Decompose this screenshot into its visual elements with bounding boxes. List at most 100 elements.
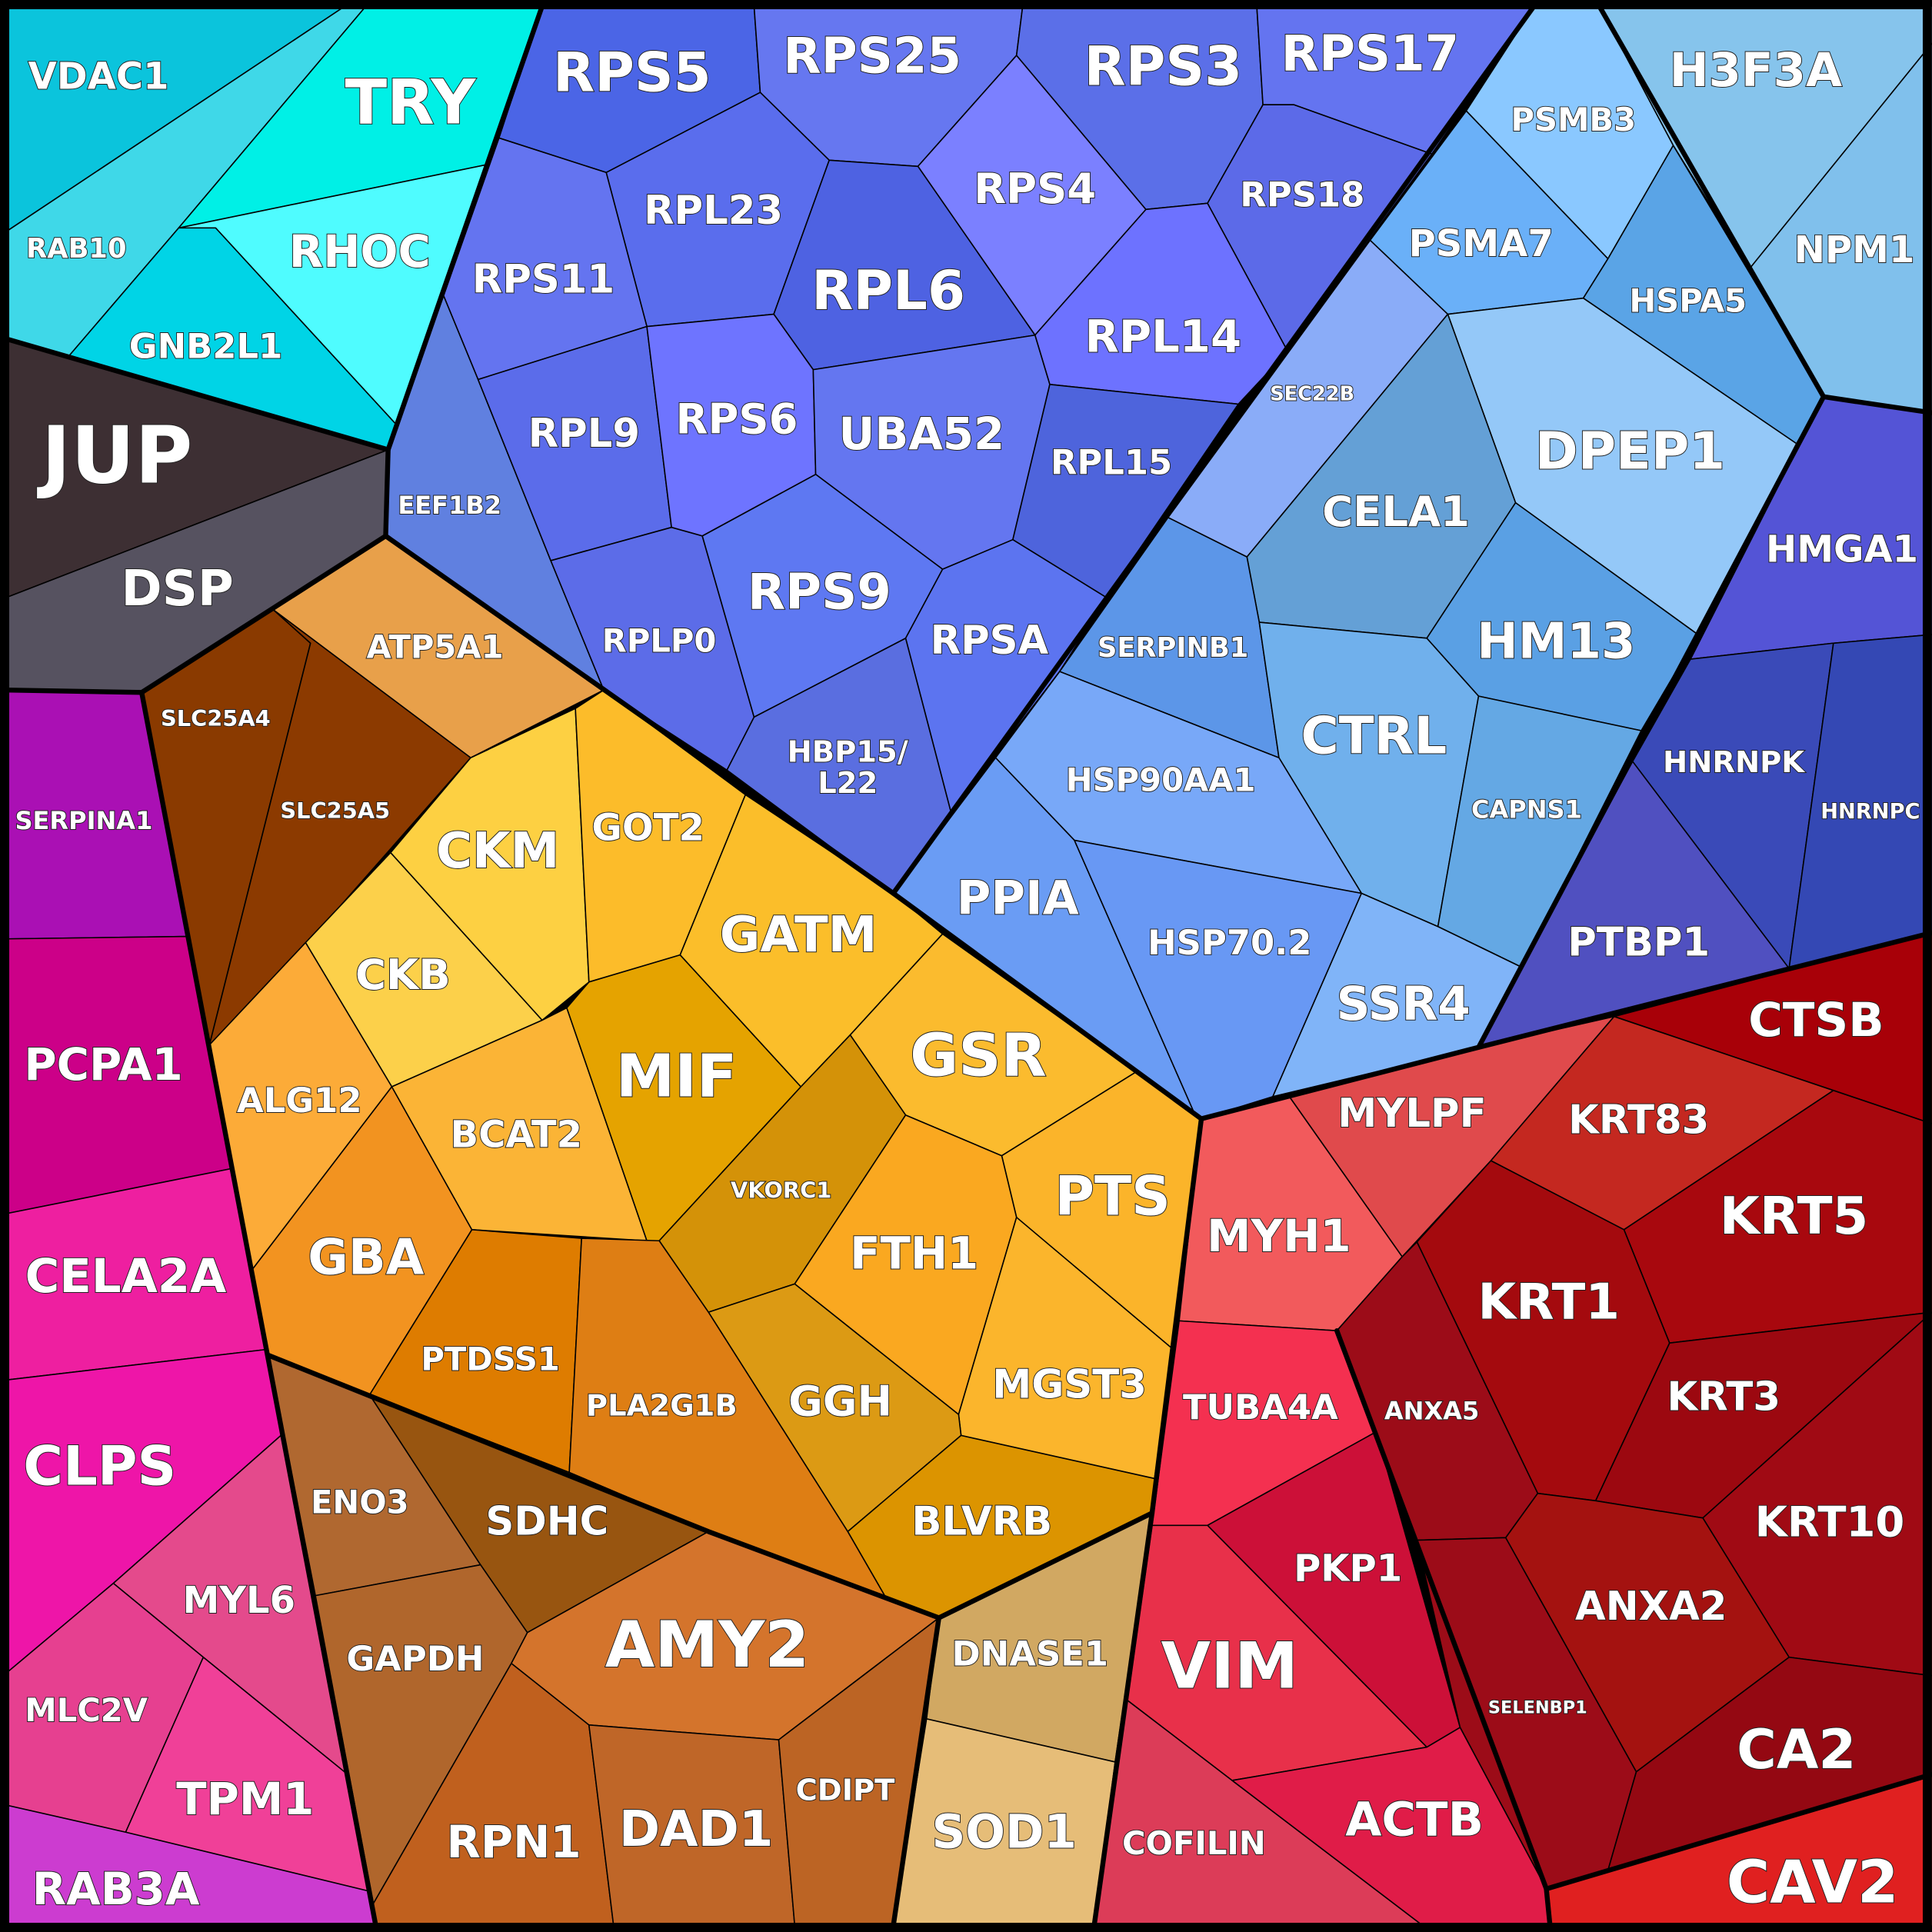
cell-label: UBA52 — [839, 408, 1005, 460]
cell-label: VKORC1 — [731, 1178, 831, 1204]
cell-label: KRT1 — [1478, 1274, 1620, 1331]
cell — [1788, 634, 1932, 970]
cell-label: MYH1 — [1207, 1210, 1351, 1262]
cell-label: HNRNPK — [1663, 745, 1805, 780]
cell-label: DAD1 — [619, 1801, 774, 1858]
cell-label: KRT83 — [1568, 1097, 1709, 1143]
cell-label: HNRNPC — [1820, 800, 1920, 824]
cell-label: CTSB — [1748, 993, 1884, 1048]
cell-label: HM13 — [1477, 614, 1636, 671]
group-border — [3, 447, 391, 695]
cell-label: GGH — [788, 1377, 892, 1426]
cell-label: RPL14 — [1085, 310, 1242, 362]
cell-label: RPN1 — [447, 1816, 581, 1868]
cell-label: DSP — [122, 561, 234, 618]
cell-label: ATP5A1 — [366, 628, 503, 666]
cell-label: CA2 — [1737, 1718, 1856, 1781]
cell-label: BLVRB — [911, 1499, 1052, 1545]
cell-label: CELA2A — [25, 1249, 227, 1304]
labels: VDAC1 RAB10 TRY RHOC GNB2L1 JUP DSP SERPINA1 PCP… — [15, 25, 1921, 1918]
cell-label: CDIPT — [796, 1773, 896, 1807]
cell — [1607, 1656, 1932, 1871]
cell-label: RPS25 — [783, 28, 961, 85]
cell-label: HBP15/ — [788, 734, 909, 769]
cell-label: RPS4 — [974, 164, 1096, 213]
cell-label: CELA1 — [1322, 487, 1470, 536]
cell-label: RPL23 — [644, 188, 783, 234]
cell-label: JUP — [37, 410, 193, 501]
cell-label: RPS18 — [1240, 175, 1364, 215]
group-border — [1476, 394, 1827, 1050]
cell-label: CAV2 — [1727, 1848, 1899, 1917]
cell-label: RAB3A — [32, 1863, 200, 1915]
cell-label: MYLPF — [1337, 1091, 1486, 1137]
cell-label: HSP90AA1 — [1066, 761, 1256, 799]
cell-label: SERPINB1 — [1098, 632, 1248, 664]
cell-label: SSR4 — [1337, 977, 1471, 1031]
group-border — [266, 1353, 1155, 1621]
cell-label: KRT10 — [1755, 1497, 1905, 1547]
cell-label: PSMA7 — [1409, 222, 1554, 265]
cell-label: RPSA — [931, 618, 1049, 664]
cell-label: DPEP1 — [1535, 421, 1725, 481]
cell-label: SLC25A5 — [280, 798, 390, 824]
cell-label: BCAT2 — [450, 1113, 582, 1156]
cell-label: PTDSS1 — [421, 1341, 560, 1378]
cell-label: SELENBP1 — [1488, 1697, 1587, 1717]
cell-label: GSR — [910, 1021, 1047, 1090]
cell-label: GNB2L1 — [129, 326, 283, 367]
cell-label: TPM1 — [176, 1773, 314, 1825]
cell — [390, 708, 590, 1021]
cell-label: ACTB — [1345, 1793, 1484, 1847]
cell-label: SEC22B — [1270, 383, 1354, 406]
cell-label: CLPS — [23, 1434, 176, 1497]
group-border — [891, 3, 1537, 896]
cell-label: SLC25A4 — [161, 705, 271, 731]
cell-label: CAPNS1 — [1471, 795, 1582, 824]
cell-label: RPS11 — [472, 257, 615, 303]
cell-label: FTH1 — [850, 1227, 978, 1279]
cell-label: PTS — [1054, 1165, 1170, 1228]
cell-label: ANXA5 — [1384, 1396, 1479, 1425]
cell-label: COFILIN — [1122, 1824, 1266, 1862]
cell-label: SOD1 — [931, 1805, 1076, 1860]
cell-label: PSMB3 — [1511, 101, 1636, 138]
cell-label: HSP70.2 — [1148, 922, 1311, 963]
cell-label: TRY — [345, 66, 477, 138]
cell-label: MLC2V — [25, 1691, 148, 1729]
cell-label: RPS5 — [553, 42, 711, 105]
cell-label: H3F3A — [1670, 43, 1842, 98]
cell-label: RAB10 — [26, 233, 126, 265]
cell — [1207, 104, 1433, 352]
cell-label: PKP1 — [1294, 1547, 1402, 1590]
cell-label: EEF1B2 — [398, 491, 501, 520]
group-border — [1544, 1771, 1932, 1892]
cell-label: GBA — [308, 1230, 424, 1287]
cell-label: MIF — [616, 1043, 738, 1111]
cell-label: GOT2 — [591, 807, 705, 850]
cell-label: KRT3 — [1667, 1374, 1781, 1421]
cell-label: TUBA4A — [1183, 1387, 1338, 1427]
cell-label: VIM — [1161, 1628, 1298, 1703]
cell-label: GAPDH — [346, 1638, 484, 1679]
cell-label: RPS9 — [748, 565, 891, 621]
cell-label: RPLP0 — [602, 622, 717, 660]
cells — [5, 5, 1932, 1927]
cell-label: RHOC — [289, 225, 431, 278]
cell-label: RPS3 — [1084, 35, 1242, 98]
cell-label: ENO3 — [311, 1483, 409, 1521]
cell-label: SERPINA1 — [15, 806, 152, 835]
cell-label: ALG12 — [237, 1080, 362, 1121]
cell-label: KRT5 — [1720, 1186, 1869, 1246]
cell-label: CTRL — [1301, 705, 1447, 765]
cell-label: RPL9 — [528, 411, 640, 457]
cell-label: RPS17 — [1281, 25, 1460, 82]
cell-label: AMY2 — [605, 1607, 810, 1682]
cell-label: SDHC — [485, 1499, 608, 1545]
cell-label: VDAC1 — [28, 55, 169, 98]
cell-label: DNASE1 — [952, 1633, 1109, 1674]
cell-label: PPIA — [957, 871, 1079, 925]
